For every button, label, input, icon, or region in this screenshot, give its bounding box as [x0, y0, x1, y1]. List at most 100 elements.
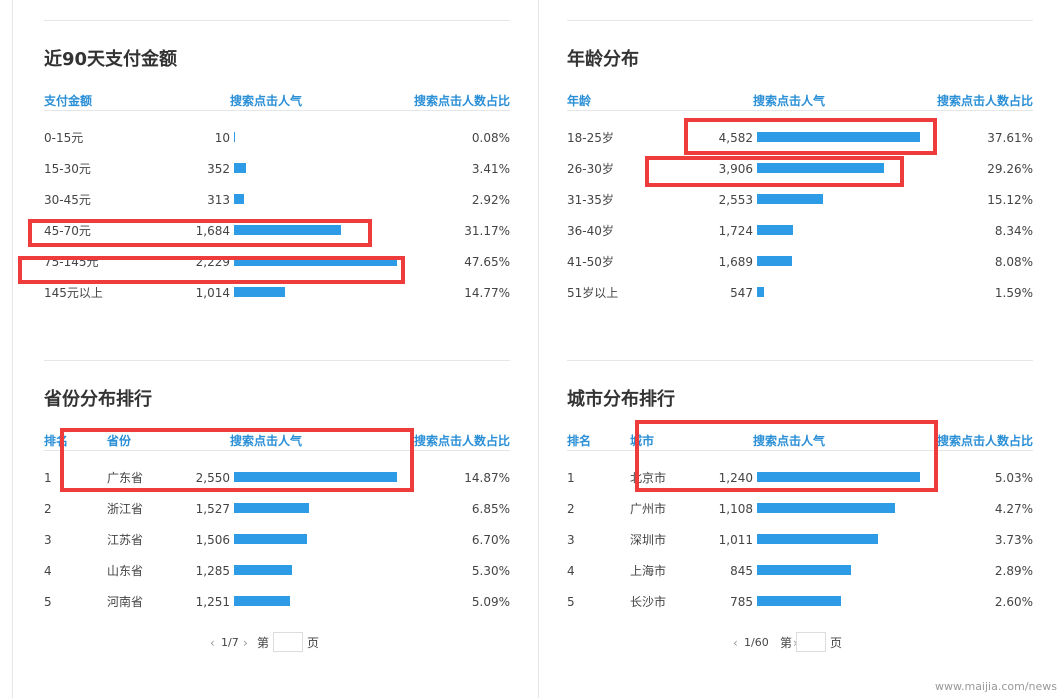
header-rule: [44, 450, 510, 451]
share-bar: [234, 503, 310, 513]
header-rule: [567, 110, 1033, 111]
share: 5.30%: [471, 564, 510, 578]
divider: [567, 20, 1033, 21]
column-header: 省份: [107, 434, 132, 448]
row-label: 广州市: [630, 502, 667, 516]
row-label: 15-30元: [44, 162, 91, 176]
rank: 2: [44, 502, 52, 516]
prev-arrow: ‹: [210, 636, 215, 650]
share: 2.60%: [994, 595, 1033, 609]
share: 31.17%: [464, 224, 510, 238]
rank: 3: [44, 533, 52, 547]
page-suffix: 页: [830, 636, 843, 650]
row-label: 河南省: [107, 595, 144, 609]
page-input[interactable]: [796, 632, 826, 652]
share: 15.12%: [987, 193, 1033, 207]
row-label: 41-50岁: [567, 255, 614, 269]
rank: 4: [567, 564, 575, 578]
clicks: 845: [730, 564, 753, 578]
clicks: 1,108: [718, 502, 753, 516]
divider: [567, 360, 1033, 361]
header-rule: [44, 110, 510, 111]
clicks: 4,582: [718, 131, 753, 145]
rank: 2: [567, 502, 575, 516]
share-bar: [234, 163, 246, 173]
highlight-box: [28, 219, 372, 247]
share-bar: [757, 225, 794, 235]
share: 3.41%: [471, 162, 510, 176]
share: 37.61%: [987, 131, 1033, 145]
highlight-box: [18, 256, 405, 284]
divider: [44, 20, 510, 21]
clicks: 1,684: [195, 224, 230, 238]
share-bar: [234, 256, 397, 266]
panel-title: 城市分布排行: [567, 389, 675, 410]
share: 0.08%: [471, 131, 510, 145]
share-bar: [757, 596, 842, 606]
share: 29.26%: [987, 162, 1033, 176]
rank: 3: [567, 533, 575, 547]
clicks: 1,285: [195, 564, 230, 578]
divider: [12, 0, 13, 698]
share-bar: [757, 194, 823, 204]
page-suffix: 页: [307, 636, 320, 650]
column-header: 排名: [567, 434, 592, 448]
share-bar: [757, 163, 884, 173]
page-count: 1/7: [221, 636, 239, 649]
highlight-box: [645, 156, 904, 187]
watermark: www.maijia.com/news: [935, 680, 1058, 693]
share: 8.34%: [994, 224, 1033, 238]
clicks: 10: [214, 131, 230, 145]
column-header: 搜索点击人数占比: [936, 94, 1033, 108]
row-label: 北京市: [630, 471, 667, 485]
column-header: 搜索点击人气: [753, 94, 826, 108]
share-bar: [234, 565, 293, 575]
row-label: 30-45元: [44, 193, 91, 207]
share-bar: [234, 596, 290, 606]
clicks: 1,724: [718, 224, 753, 238]
rank: 5: [44, 595, 52, 609]
share-bar: [234, 534, 308, 544]
share-bar: [757, 565, 851, 575]
page-prefix: 第: [780, 636, 793, 650]
row-label: 长沙市: [630, 595, 667, 609]
row-label: 45-70元: [44, 224, 91, 238]
share: 5.03%: [994, 471, 1033, 485]
row-label: 51岁以上: [567, 286, 619, 300]
share-bar: [234, 472, 397, 482]
highlight-box: [60, 428, 414, 492]
page-input[interactable]: [273, 632, 303, 652]
share: 2.92%: [471, 193, 510, 207]
clicks: 785: [730, 595, 753, 609]
column-header: 支付金额: [44, 94, 93, 108]
prev-arrow: ‹: [733, 636, 738, 650]
row-label: 上海市: [630, 564, 667, 578]
row-label: 广东省: [107, 471, 144, 485]
share: 6.85%: [471, 502, 510, 516]
divider: [538, 0, 539, 698]
share-bar: [757, 534, 878, 544]
highlight-box: [684, 118, 937, 155]
column-header: 搜索点击人数占比: [413, 94, 510, 108]
clicks: 547: [730, 286, 753, 300]
page-prefix: 第: [257, 636, 270, 650]
share-bar: [234, 287, 285, 297]
rank: 1: [44, 471, 52, 485]
highlight-box: [635, 420, 938, 492]
share-bar: [757, 287, 764, 297]
share-bar: [757, 503, 896, 513]
share: 5.09%: [471, 595, 510, 609]
row-label: 31-35岁: [567, 193, 614, 207]
column-header: 年龄: [567, 94, 592, 108]
clicks: 313: [207, 193, 230, 207]
panel-title: 省份分布排行: [44, 389, 152, 410]
clicks: 352: [207, 162, 230, 176]
next-arrow: ›: [243, 636, 248, 650]
column-header: 搜索点击人数占比: [936, 434, 1033, 448]
divider: [44, 360, 510, 361]
share: 1.59%: [994, 286, 1033, 300]
column-header: 搜索点击人气: [230, 434, 303, 448]
share: 14.77%: [464, 286, 510, 300]
share: 8.08%: [994, 255, 1033, 269]
